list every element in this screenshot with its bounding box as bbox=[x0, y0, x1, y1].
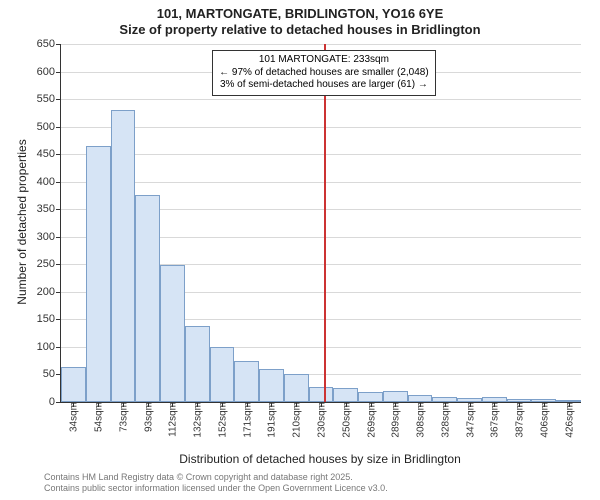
ytick-label: 600 bbox=[37, 66, 61, 78]
xtick-label: 426sqm bbox=[562, 402, 575, 438]
ytick-label: 150 bbox=[37, 313, 61, 325]
xtick-label: 152sqm bbox=[215, 402, 228, 438]
gridline bbox=[61, 44, 581, 45]
bar bbox=[358, 392, 383, 402]
xtick-label: 93sqm bbox=[141, 402, 154, 432]
annotation-line1: 101 MARTONGATE: 233sqm bbox=[219, 54, 429, 67]
footer-line2: Contains public sector information licen… bbox=[44, 483, 388, 494]
bar bbox=[284, 374, 309, 402]
ytick-label: 250 bbox=[37, 258, 61, 270]
xtick-label: 406sqm bbox=[537, 402, 550, 438]
bar bbox=[383, 391, 408, 402]
bar bbox=[185, 326, 210, 402]
ytick-label: 400 bbox=[37, 176, 61, 188]
ytick-label: 500 bbox=[37, 121, 61, 133]
xtick-label: 171sqm bbox=[240, 402, 253, 438]
xtick-label: 269sqm bbox=[364, 402, 377, 438]
xtick-label: 191sqm bbox=[265, 402, 278, 438]
gridline bbox=[61, 99, 581, 100]
ytick-label: 50 bbox=[43, 368, 61, 380]
xtick-label: 347sqm bbox=[463, 402, 476, 438]
ytick-label: 0 bbox=[49, 396, 61, 408]
xtick-label: 73sqm bbox=[116, 402, 129, 432]
footer: Contains HM Land Registry data © Crown c… bbox=[44, 472, 388, 495]
y-axis-title: Number of detached properties bbox=[15, 122, 29, 322]
bar bbox=[333, 388, 358, 402]
bar bbox=[135, 195, 160, 402]
annotation-line2: ← 97% of detached houses are smaller (2,… bbox=[219, 67, 429, 80]
gridline bbox=[61, 182, 581, 183]
bar bbox=[259, 369, 284, 402]
ytick-label: 450 bbox=[37, 148, 61, 160]
gridline bbox=[61, 127, 581, 128]
xtick-label: 132sqm bbox=[191, 402, 204, 438]
x-axis-title: Distribution of detached houses by size … bbox=[60, 452, 580, 466]
xtick-label: 230sqm bbox=[315, 402, 328, 438]
bar bbox=[61, 367, 86, 402]
xtick-label: 210sqm bbox=[290, 402, 303, 438]
ytick-label: 650 bbox=[37, 38, 61, 50]
xtick-label: 387sqm bbox=[513, 402, 526, 438]
marker-line bbox=[324, 44, 326, 402]
chart-container: { "title": { "line1": "101, MARTONGATE, … bbox=[0, 0, 600, 500]
plot-area: 0501001502002503003504004505005506006503… bbox=[60, 44, 581, 403]
annotation-box: 101 MARTONGATE: 233sqm← 97% of detached … bbox=[212, 50, 436, 96]
xtick-label: 112sqm bbox=[166, 402, 179, 437]
ytick-label: 550 bbox=[37, 93, 61, 105]
bar bbox=[86, 146, 111, 402]
xtick-label: 308sqm bbox=[414, 402, 427, 438]
bar bbox=[309, 387, 334, 402]
chart-title-line2: Size of property relative to detached ho… bbox=[0, 22, 600, 38]
gridline bbox=[61, 154, 581, 155]
xtick-label: 250sqm bbox=[339, 402, 352, 438]
chart-title-line1: 101, MARTONGATE, BRIDLINGTON, YO16 6YE bbox=[0, 6, 600, 22]
xtick-label: 34sqm bbox=[67, 402, 80, 432]
xtick-label: 328sqm bbox=[438, 402, 451, 438]
bar bbox=[234, 361, 259, 402]
bar bbox=[160, 265, 185, 402]
footer-line1: Contains HM Land Registry data © Crown c… bbox=[44, 472, 388, 483]
bar bbox=[408, 395, 433, 402]
xtick-label: 289sqm bbox=[389, 402, 402, 438]
xtick-label: 367sqm bbox=[488, 402, 501, 438]
annotation-line3: 3% of semi-detached houses are larger (6… bbox=[219, 79, 429, 92]
bar bbox=[210, 347, 235, 402]
ytick-label: 200 bbox=[37, 286, 61, 298]
bar bbox=[111, 110, 136, 402]
ytick-label: 350 bbox=[37, 203, 61, 215]
xtick-label: 54sqm bbox=[92, 402, 105, 432]
ytick-label: 300 bbox=[37, 231, 61, 243]
ytick-label: 100 bbox=[37, 341, 61, 353]
